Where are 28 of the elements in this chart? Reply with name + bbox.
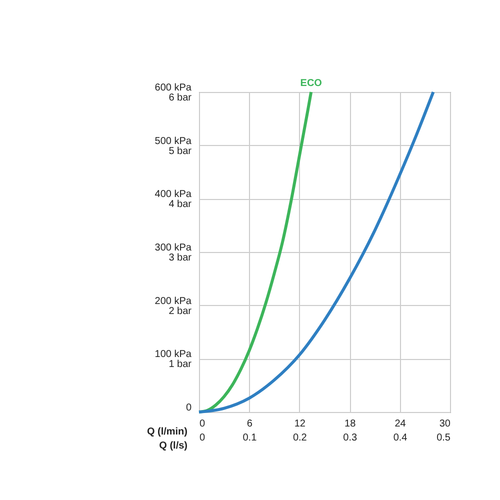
y-tick-label: 0 xyxy=(186,402,192,414)
x-tick-label: 18 xyxy=(344,418,356,430)
x-axis-title: Q (l/min) xyxy=(146,426,188,438)
x-tick-label: 24 xyxy=(394,418,406,430)
series-label: ECO xyxy=(300,78,322,89)
x-tick-label: 30 xyxy=(439,418,451,430)
y2-tick-label: 3 bar xyxy=(168,252,192,264)
x2-axis-title: Q (l/s) xyxy=(159,440,188,452)
y2-tick-label: 4 bar xyxy=(168,199,192,210)
y-tick-label: 500 kPa xyxy=(154,136,192,147)
y-tick-label: 200 kPa xyxy=(154,296,192,307)
x2-tick-label: 0.1 xyxy=(242,432,258,444)
x-tick-label: 0 xyxy=(200,418,206,430)
x2-tick-label: 0.2 xyxy=(292,432,308,444)
x2-tick-label: 0.3 xyxy=(343,432,358,444)
x-tick-label: 12 xyxy=(294,418,306,430)
y-tick-label: 600 kPa xyxy=(154,82,192,94)
y2-tick-label: 1 bar xyxy=(168,359,192,370)
x-tick-label: 6 xyxy=(246,418,253,430)
y2-tick-label: 5 bar xyxy=(168,146,192,157)
x2-tick-label: 0.4 xyxy=(393,432,408,444)
y-tick-label: 300 kPa xyxy=(154,242,192,254)
y-tick-label: 100 kPa xyxy=(154,349,192,360)
y2-tick-label: 2 bar xyxy=(168,306,192,317)
x2-tick-label: 0.5 xyxy=(436,432,451,444)
x2-tick-label: 0 xyxy=(200,432,206,444)
y-tick-label: 400 kPa xyxy=(154,189,192,200)
y2-tick-label: 6 bar xyxy=(168,92,192,104)
